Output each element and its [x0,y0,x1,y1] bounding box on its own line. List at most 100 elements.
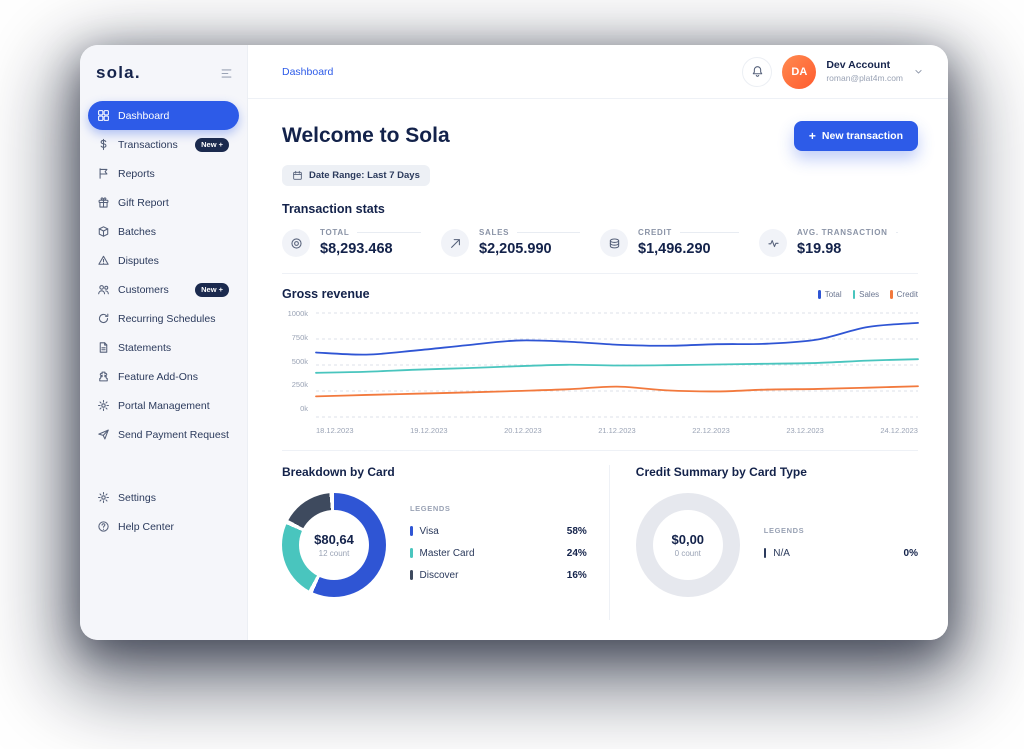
plus-icon: + [808,129,816,143]
sidebar-item-recurring-schedules[interactable]: Recurring Schedules [88,304,239,333]
grid-icon [97,109,110,122]
new-badge: New + [195,282,229,297]
transaction-stats: TOTAL $8,293.468 SALES $2,205.990 CREDIT $1,4… [282,228,918,257]
x-tick-label: 21.12.2023 [598,426,636,435]
sidebar-item-disputes[interactable]: Disputes [88,246,239,275]
legend-row-visa: Visa 58% [410,520,587,542]
users-icon [97,283,110,296]
legend-color-bar [410,526,413,536]
stat-card-credit: CREDIT $1,496.290 [600,228,759,257]
legend-color-bar [818,289,821,299]
breakdown-total-value: $80,64 [314,532,354,547]
page-title: Welcome to Sola [282,124,450,147]
y-tick-label: 1000k [287,309,308,318]
sidebar-item-batches[interactable]: Batches [88,217,239,246]
collapse-sidebar-icon[interactable] [220,67,233,80]
sidebar-item-send-payment-request[interactable]: Send Payment Request [88,420,239,449]
sidebar-item-label: Customers [118,283,169,296]
stat-label: SALES [479,228,510,237]
legend-percent: 58% [566,525,587,537]
legend-item-credit: Credit [890,289,918,299]
legend-color-bar [890,289,893,299]
x-tick-label: 19.12.2023 [410,426,448,435]
sidebar-item-label: Statements [118,341,172,354]
sidebar-item-label: Transactions [118,138,178,151]
stat-label: CREDIT [638,228,672,237]
sidebar: sola. Dashboard Transactions New + Reports G… [80,45,248,640]
x-tick-label: 23.12.2023 [786,426,824,435]
sidebar-item-dashboard[interactable]: Dashboard [88,101,239,130]
sidebar-item-label: Recurring Schedules [118,312,216,325]
y-tick-label: 0k [300,404,308,413]
sidebar-item-settings[interactable]: Settings [88,483,239,512]
gear-icon [97,491,110,504]
coins-icon [600,229,628,257]
new-transaction-label: New transaction [821,130,903,142]
calendar-icon [292,170,303,181]
notifications-button[interactable] [742,56,773,87]
x-tick-label: 22.12.2023 [692,426,730,435]
pulse-icon [759,229,787,257]
sidebar-item-feature-add-ons[interactable]: Feature Add-Ons [88,362,239,391]
top-bar: Dashboard DA Dev Account roman@plat4m.co… [248,45,948,99]
legend-label: N/A [773,547,790,559]
series-line-total [316,323,918,355]
sidebar-item-label: Batches [118,225,156,238]
avatar[interactable]: DA [782,54,817,89]
sidebar-item-portal-management[interactable]: Portal Management [88,391,239,420]
user-meta: Dev Account roman@plat4m.com [826,59,903,84]
legend-color-bar [852,289,856,299]
x-tick-label: 18.12.2023 [316,426,354,435]
legend-title: LEGENDS [763,526,805,535]
app-window: sola. Dashboard Transactions New + Reports G… [80,45,948,640]
x-axis-labels: 18.12.2023 19.12.2023 20.12.2023 21.12.2023… [316,426,918,435]
stat-value: $2,205.990 [479,241,552,257]
stat-label: AVG. TRANSACTION [797,228,888,237]
user-name: Dev Account [826,59,891,72]
y-tick-label: 250k [291,380,308,390]
breadcrumb[interactable]: Dashboard [282,65,334,78]
legend-title: LEGENDS [410,504,451,513]
legend-label: Discover [419,569,459,581]
legend-row-n-a: N/A 0% [763,542,918,564]
main-area: Dashboard DA Dev Account roman@plat4m.co… [248,45,948,640]
chevron-down-icon[interactable] [913,66,924,77]
date-range-filter[interactable]: Date Range: Last 7 Days [282,165,430,186]
stat-value: $8,293.468 [320,241,393,257]
revenue-legend: Total Sales Credit [818,289,918,299]
sidebar-item-statements[interactable]: Statements [88,333,239,362]
legend-label: Total [824,289,842,299]
legend-row-discover: Discover 16% [410,564,587,586]
stat-label: TOTAL [320,228,350,237]
sidebar-item-transactions[interactable]: Transactions New + [88,130,239,159]
sola-logo: sola. [96,63,141,82]
dollar-icon [97,138,110,151]
x-tick-label: 24.12.2023 [880,426,918,435]
sidebar-nav: Dashboard Transactions New + Reports Gift Re… [80,101,247,449]
breakdown-title: Breakdown by Card [282,465,395,479]
credit-summary-legend: LEGENDS N/A 0% [763,526,918,564]
sidebar-item-label: Send Payment Request [118,428,229,441]
sidebar-item-reports[interactable]: Reports [88,159,239,188]
sidebar-footer: Settings Help Center [80,483,247,541]
breakdown-count: 12 count [318,549,350,558]
date-range-label: Date Range: Last 7 Days [309,170,420,181]
legend-item-total: Total [818,289,842,299]
legend-color-bar [410,570,413,580]
stat-card-sales: SALES $2,205.990 [441,228,600,257]
sidebar-item-help-center[interactable]: Help Center [88,512,239,541]
transaction-stats-title: Transaction stats [282,202,385,216]
new-transaction-button[interactable]: + New transaction [793,121,918,151]
flag-icon [97,167,110,180]
gear-icon [97,399,110,412]
dashboard-content: Welcome to Sola + New transaction Date R… [248,99,948,640]
x-tick-label: 20.12.2023 [504,426,542,435]
legend-color-bar [410,548,413,558]
credit-summary-count: 0 count [674,549,701,558]
sidebar-item-customers[interactable]: Customers New + [88,275,239,304]
y-tick-label: 750k [291,332,308,342]
sidebar-item-gift-report[interactable]: Gift Report [88,188,239,217]
legend-color-bar [763,548,767,558]
legend-percent: 24% [566,547,587,559]
